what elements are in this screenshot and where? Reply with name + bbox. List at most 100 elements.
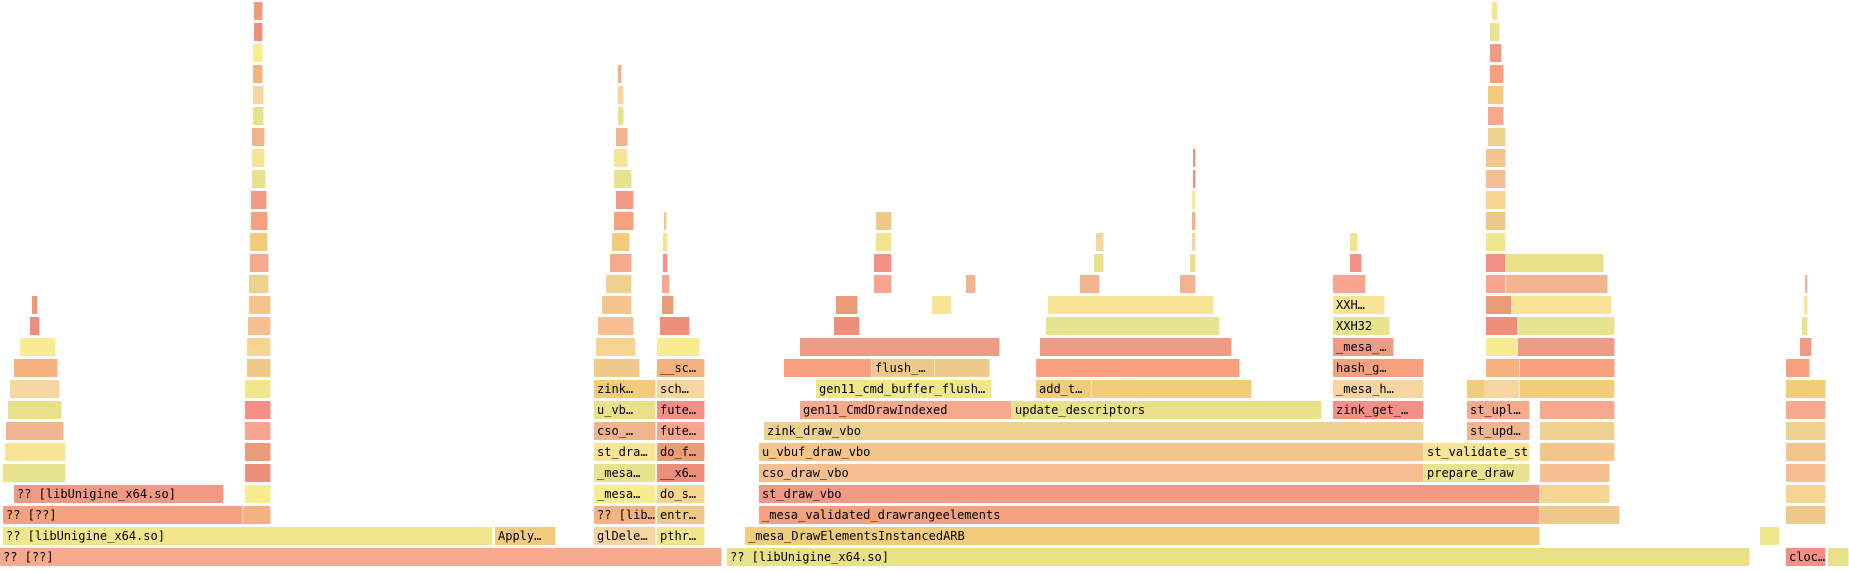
flame-frame-unlabeled[interactable] — [618, 65, 622, 83]
flame-frame[interactable]: ?? [lib… — [594, 506, 656, 524]
flame-frame[interactable]: _mesa_h… — [1333, 380, 1424, 398]
flame-frame[interactable]: zink… — [594, 380, 656, 398]
flame-frame-unlabeled[interactable] — [245, 401, 271, 419]
flame-frame-unlabeled[interactable] — [874, 275, 892, 293]
flame-frame-unlabeled[interactable] — [1333, 275, 1366, 293]
flame-frame-unlabeled[interactable] — [1486, 296, 1512, 314]
flame-frame-unlabeled[interactable] — [834, 317, 860, 335]
flame-frame-unlabeled[interactable] — [1540, 485, 1610, 503]
flame-frame-unlabeled[interactable] — [663, 254, 668, 272]
flame-frame-unlabeled[interactable] — [245, 380, 271, 398]
flame-frame-unlabeled[interactable] — [252, 170, 266, 188]
flame-frame[interactable]: sch… — [657, 380, 705, 398]
flame-frame-unlabeled[interactable] — [1486, 212, 1506, 230]
flame-frame-unlabeled[interactable] — [618, 86, 624, 104]
flame-frame-unlabeled[interactable] — [249, 275, 269, 293]
flame-frame[interactable]: _mesa… — [594, 485, 656, 503]
flame-frame-unlabeled[interactable] — [1180, 275, 1196, 293]
flame-frame-unlabeled[interactable] — [1500, 275, 1608, 293]
flame-frame-unlabeled[interactable] — [253, 44, 263, 62]
flame-frame-unlabeled[interactable] — [247, 359, 271, 377]
flame-frame-unlabeled[interactable] — [966, 275, 976, 293]
flame-frame-unlabeled[interactable] — [6, 422, 64, 440]
flame-frame-unlabeled[interactable] — [662, 275, 670, 293]
flame-frame-unlabeled[interactable] — [1786, 443, 1826, 461]
flame-frame[interactable]: zink_get_… — [1333, 401, 1424, 419]
flame-frame-unlabeled[interactable] — [602, 296, 632, 314]
flame-frame[interactable]: do_s… — [657, 485, 705, 503]
flame-frame[interactable]: Apply… — [495, 527, 556, 545]
flame-frame-unlabeled[interactable] — [1802, 317, 1808, 335]
flame-frame-unlabeled[interactable] — [657, 338, 700, 356]
flame-frame-unlabeled[interactable] — [1094, 254, 1104, 272]
flame-frame-unlabeled[interactable] — [932, 296, 952, 314]
flame-frame-unlabeled[interactable] — [596, 338, 636, 356]
flame-frame-unlabeled[interactable] — [594, 359, 640, 377]
flame-frame[interactable]: ?? [??] — [0, 548, 722, 566]
flame-frame-unlabeled[interactable] — [243, 506, 271, 524]
flame-frame-unlabeled[interactable] — [1484, 380, 1520, 398]
flame-frame-unlabeled[interactable] — [1800, 338, 1812, 356]
flame-frame[interactable]: __sc… — [657, 359, 705, 377]
flame-frame-unlabeled[interactable] — [784, 359, 872, 377]
flame-frame-unlabeled[interactable] — [1786, 359, 1810, 377]
flame-frame-unlabeled[interactable] — [1040, 338, 1232, 356]
flame-frame-unlabeled[interactable] — [1540, 506, 1620, 524]
flame-frame-unlabeled[interactable] — [253, 107, 264, 125]
flame-frame[interactable]: st_upl… — [1467, 401, 1530, 419]
flame-frame[interactable]: u_vbuf_draw_vbo — [759, 443, 1424, 461]
flame-frame[interactable]: cso_draw_vbo — [759, 464, 1424, 482]
flame-frame-unlabeled[interactable] — [1048, 296, 1214, 314]
flame-frame-unlabeled[interactable] — [1490, 44, 1502, 62]
flame-frame-unlabeled[interactable] — [1786, 380, 1826, 398]
flame-frame-unlabeled[interactable] — [876, 212, 892, 230]
flame-frame-unlabeled[interactable] — [1192, 191, 1196, 209]
flame-frame-unlabeled[interactable] — [1488, 86, 1504, 104]
flame-frame-unlabeled[interactable] — [1486, 191, 1506, 209]
flame-frame[interactable]: fute… — [657, 422, 705, 440]
flame-frame-unlabeled[interactable] — [245, 443, 271, 461]
flame-frame-unlabeled[interactable] — [876, 233, 892, 251]
flame-frame-unlabeled[interactable] — [598, 317, 634, 335]
flame-frame[interactable]: cloc… — [1786, 548, 1826, 566]
flame-frame-unlabeled[interactable] — [1486, 359, 1520, 377]
flame-frame-unlabeled[interactable] — [663, 233, 668, 251]
flame-frame[interactable]: ?? [libUnigine_x64.so] — [14, 485, 224, 503]
flame-frame-unlabeled[interactable] — [836, 296, 858, 314]
flame-frame-unlabeled[interactable] — [614, 170, 632, 188]
flame-frame[interactable]: XXH… — [1333, 296, 1385, 314]
flame-frame-unlabeled[interactable] — [250, 254, 269, 272]
flame-frame-unlabeled[interactable] — [245, 464, 271, 482]
flame-frame-unlabeled[interactable] — [1786, 464, 1826, 482]
flame-frame[interactable]: update_descriptors — [1012, 401, 1322, 419]
flame-frame[interactable]: st_draw_vbo — [759, 485, 1540, 503]
flame-frame-unlabeled[interactable] — [662, 296, 674, 314]
flame-frame-unlabeled[interactable] — [1486, 338, 1518, 356]
flame-frame-unlabeled[interactable] — [1828, 548, 1849, 566]
flame-frame-unlabeled[interactable] — [1486, 233, 1506, 251]
flame-frame-unlabeled[interactable] — [1786, 506, 1826, 524]
flame-frame-unlabeled[interactable] — [5, 443, 66, 461]
flame-frame-unlabeled[interactable] — [1080, 275, 1100, 293]
flame-frame-unlabeled[interactable] — [616, 191, 634, 209]
flame-frame-unlabeled[interactable] — [1192, 233, 1196, 251]
flame-frame[interactable]: flush_… — [872, 359, 935, 377]
flame-frame[interactable]: _mesa_… — [1333, 338, 1394, 356]
flame-frame-unlabeled[interactable] — [935, 359, 990, 377]
flame-frame-unlabeled[interactable] — [250, 233, 268, 251]
flame-frame[interactable]: gen11_CmdDrawIndexed — [800, 401, 1012, 419]
flame-frame-unlabeled[interactable] — [1786, 485, 1826, 503]
flame-frame-unlabeled[interactable] — [252, 128, 265, 146]
flame-frame[interactable]: do_f… — [657, 443, 705, 461]
flame-frame[interactable]: hash_g… — [1333, 359, 1424, 377]
flame-frame-unlabeled[interactable] — [1192, 212, 1196, 230]
flame-frame-unlabeled[interactable] — [1786, 401, 1826, 419]
flame-frame-unlabeled[interactable] — [1486, 254, 1506, 272]
flame-frame[interactable]: u_vb… — [594, 401, 656, 419]
flame-frame[interactable]: ?? [libUnigine_x64.so] — [3, 527, 493, 545]
flame-frame[interactable]: ?? [libUnigine_x64.so] — [727, 548, 1750, 566]
flame-frame-unlabeled[interactable] — [253, 86, 264, 104]
flame-frame-unlabeled[interactable] — [614, 149, 628, 167]
flame-frame-unlabeled[interactable] — [1488, 107, 1504, 125]
flame-frame[interactable]: XXH32 — [1333, 317, 1390, 335]
